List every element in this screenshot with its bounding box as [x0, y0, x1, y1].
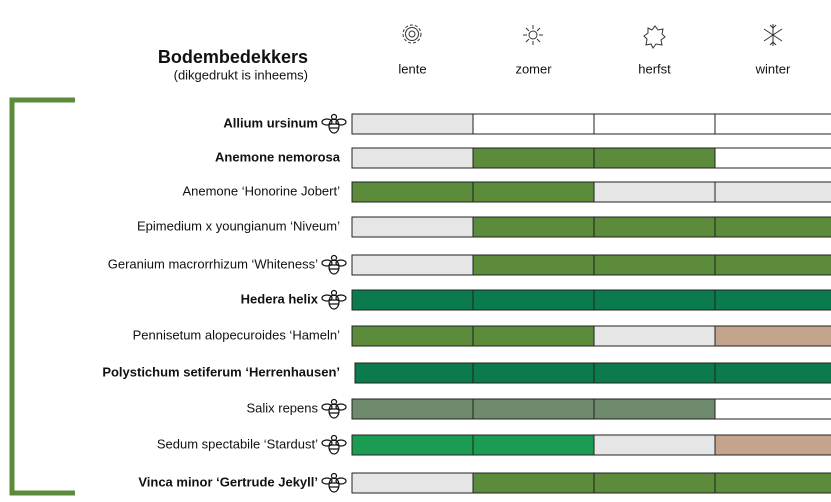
season-cell [472, 289, 595, 311]
season-cell [472, 113, 595, 135]
season-cell [714, 362, 831, 384]
bee-body [328, 118, 340, 134]
season-cell [593, 362, 716, 384]
bee-wing [335, 477, 347, 485]
season-label: winter [755, 61, 791, 76]
bee-icon [321, 289, 347, 310]
bee-wing [335, 118, 347, 126]
season-cell [351, 434, 474, 456]
plant-name: Pennisetum alopecuroides ‘Hameln’ [133, 327, 341, 342]
season-cell [351, 254, 474, 276]
season-cell [351, 472, 474, 494]
plant-name: Hedera helix [241, 291, 319, 306]
season-cell [593, 181, 716, 203]
plant-name: Anemone nemorosa [215, 149, 341, 164]
season-cell [714, 113, 831, 135]
bee-wing [335, 403, 347, 411]
season-cell [351, 325, 474, 347]
season-label: lente [398, 61, 426, 76]
bee-icon [321, 113, 347, 134]
season-label: herfst [638, 61, 671, 76]
plant-name: Geranium macrorrhizum ‘Whiteness’ [108, 256, 318, 271]
season-cell [593, 398, 716, 420]
season-cell [593, 113, 716, 135]
plant-name: Vinca minor ‘Gertrude Jekyll’ [138, 474, 318, 489]
season-cell [714, 254, 831, 276]
season-cell [472, 434, 595, 456]
plant-name: Polystichum setiferum ‘Herrenhausen’ [102, 364, 340, 379]
season-cell [351, 216, 474, 238]
season-cell [714, 434, 831, 456]
season-cell [354, 362, 474, 384]
season-cell [714, 147, 831, 169]
season-cell [714, 181, 831, 203]
season-cell [593, 434, 716, 456]
season-cell [472, 398, 595, 420]
leaf-icon [643, 25, 666, 49]
season-icons [402, 24, 783, 49]
season-cell [593, 289, 716, 311]
bee-head [330, 289, 338, 297]
season-cell [351, 147, 474, 169]
plant-name: Allium ursinum [223, 115, 318, 130]
season-cell [593, 147, 716, 169]
bee-wing [335, 259, 347, 267]
bee-wing [321, 118, 333, 126]
season-cell [472, 325, 595, 347]
bee-icon [321, 472, 347, 493]
season-cell [472, 472, 595, 494]
bee-head [330, 398, 338, 406]
bee-head [330, 113, 338, 121]
season-cell [351, 181, 474, 203]
season-cell [593, 472, 716, 494]
snow-icon [763, 24, 783, 46]
bee-wing [321, 294, 333, 302]
bee-body [328, 439, 340, 455]
plant-name: Sedum spectabile ‘Stardust’ [157, 436, 318, 451]
title: Bodembedekkers [158, 47, 308, 67]
plant-name: Anemone ‘Honorine Jobert’ [182, 183, 340, 198]
season-label: zomer [515, 61, 552, 76]
season-cell [593, 216, 716, 238]
season-cell [714, 472, 831, 494]
bee-head [330, 434, 338, 442]
bracket [9, 97, 75, 496]
bee-icon [321, 254, 347, 275]
season-cell [472, 254, 595, 276]
bee-head [330, 254, 338, 262]
season-cell [593, 325, 716, 347]
bee-body [328, 294, 340, 310]
season-cell [472, 181, 595, 203]
sun-icon [523, 25, 543, 45]
bee-wing [335, 294, 347, 302]
bee-wing [321, 439, 333, 447]
bee-body [328, 477, 340, 493]
bee-body [328, 259, 340, 275]
bee-wing [321, 477, 333, 485]
season-cell [351, 113, 474, 135]
season-cell [472, 147, 595, 169]
bee-wing [321, 403, 333, 411]
season-cell [472, 362, 595, 384]
bee-icon [321, 398, 347, 419]
plant-name: Epimedium x youngianum ‘Niveum’ [137, 218, 340, 233]
bee-head [330, 472, 338, 480]
season-cell [351, 398, 474, 420]
season-cell [714, 289, 831, 311]
season-cell [714, 398, 831, 420]
bee-icon [321, 434, 347, 455]
season-cell [472, 216, 595, 238]
season-cell [593, 254, 716, 276]
flower-icon [402, 24, 422, 44]
season-cell [714, 325, 831, 347]
bee-wing [321, 259, 333, 267]
plant-name: Salix repens [246, 400, 318, 415]
season-cell [351, 289, 474, 311]
bee-body [328, 403, 340, 419]
season-cell [714, 216, 831, 238]
bee-wing [335, 439, 347, 447]
subtitle: (dikgedrukt is inheems) [174, 67, 308, 82]
